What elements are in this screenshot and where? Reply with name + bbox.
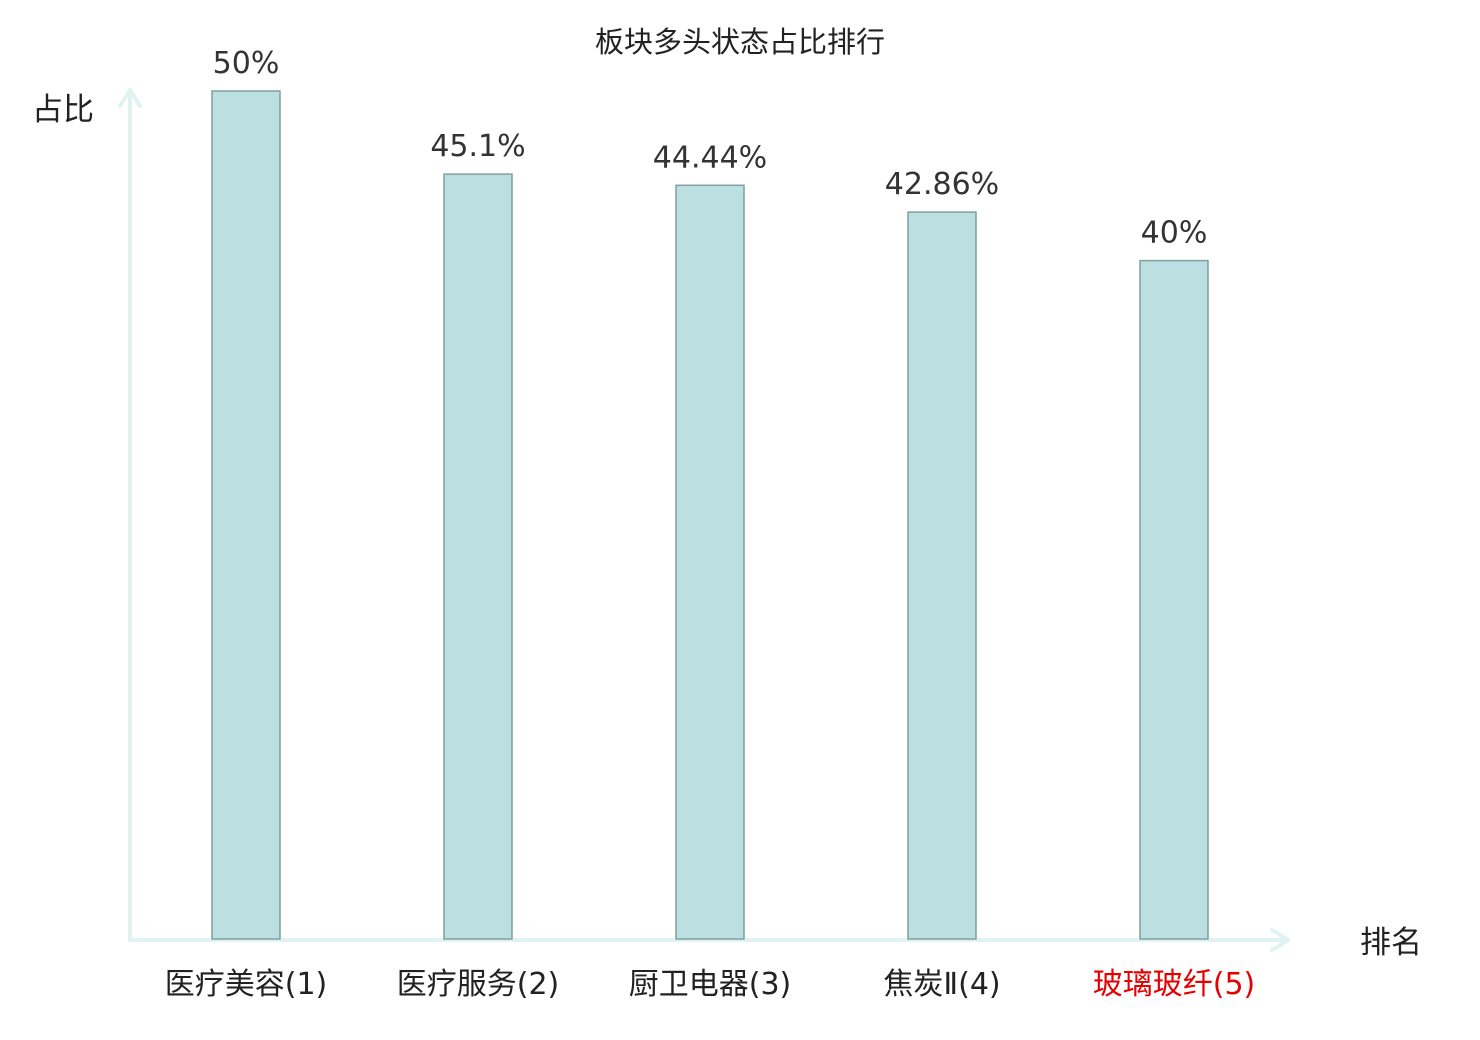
y-axis-arrow-icon [118,88,142,108]
bar [907,211,977,940]
category-tick-label: 医疗服务(2) [397,967,560,1002]
category-tick-label: 厨卫电器(3) [629,967,792,1002]
category-tick-label: 玻璃玻纤(5) [1093,967,1256,1002]
chart-title: 板块多头状态占比排行 [595,25,885,59]
category-tick-label: 焦炭Ⅱ(4) [883,967,1000,1002]
bar [675,184,745,940]
bar-value-label: 42.86% [885,167,999,202]
bar [211,90,281,940]
x-axis-arrow-icon [1270,928,1290,952]
bar-value-label: 40% [1141,216,1208,251]
axes [118,88,1290,952]
bar [443,173,513,940]
category-labels-group: 医疗美容(1) 医疗服务(2) 厨卫电器(3) 焦炭Ⅱ(4) 玻璃玻纤(5) [165,967,1256,1002]
bar-value-label: 50% [213,46,280,81]
value-labels-group: 50% 45.1% 44.44% 42.86% 40% [213,46,1208,251]
category-tick-label: 医疗美容(1) [165,967,328,1002]
bar [1139,259,1209,940]
x-axis-label: 排名 [1360,925,1422,961]
y-axis-label: 占比 [32,92,94,128]
bar-value-label: 44.44% [653,140,767,175]
bar-value-label: 45.1% [430,129,525,164]
bars-group [211,90,1209,940]
